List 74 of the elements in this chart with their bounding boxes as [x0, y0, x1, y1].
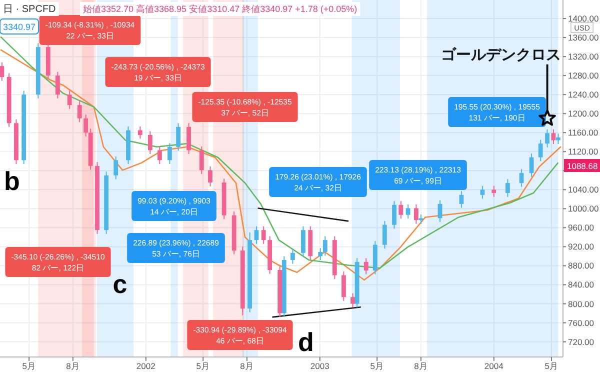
- x-tick-label: 8月: [414, 361, 428, 371]
- x-tick-label: 2003: [310, 361, 330, 371]
- x-tick-label: 5月: [370, 361, 384, 371]
- y-tick-label: 800.00: [568, 298, 594, 309]
- candlestick: [392, 200, 396, 230]
- candlestick: [545, 128, 550, 148]
- y-tick-label: 760.00: [568, 318, 594, 328]
- y-tick-label: 920.00: [568, 242, 594, 252]
- candlestick: [318, 248, 323, 261]
- candlestick: [84, 114, 88, 137]
- candlestick: [414, 204, 418, 224]
- y-tick-label: 1000.00: [568, 204, 599, 214]
- candlestick: [67, 90, 72, 110]
- y-tick-label: 1280.00: [568, 70, 599, 81]
- candlestick: [138, 126, 142, 140]
- candlestick: [186, 122, 191, 155]
- candlestick: [168, 142, 172, 164]
- candlestick: [529, 153, 534, 178]
- candlestick: [148, 130, 152, 155]
- y-tick-label: 1200.00: [568, 108, 599, 119]
- candlestick: [77, 100, 82, 123]
- candlestick: [551, 128, 556, 145]
- x-tick-label: 8月: [240, 361, 254, 371]
- y-tick-label: 720.00: [568, 336, 594, 347]
- y-tick-label: 840.00: [568, 280, 594, 290]
- annotation: 始値3352.70 高値3368.95 安値3310.47 終値3340.97 +1.78 (+0.05%): [83, 4, 358, 14]
- x-tick-label: 5月: [22, 361, 36, 371]
- annotation: d: [298, 327, 314, 357]
- candlestick: [199, 146, 204, 174]
- candlestick: [556, 133, 560, 145]
- x-tick-label: 5月: [196, 361, 210, 371]
- y-tick-label: 880.00: [568, 260, 594, 271]
- x-tick-label: 2004: [484, 361, 504, 371]
- candlestick: [364, 258, 368, 275]
- y-tick-label: 1160.00: [568, 128, 598, 138]
- candlestick: [406, 204, 410, 220]
- y-tick-label: 1400.00: [568, 14, 599, 24]
- candlestick: [382, 220, 387, 250]
- y-tick-label: 1120.00: [568, 146, 598, 157]
- candlestick: [459, 190, 464, 208]
- y-tick-label: 960.00: [568, 222, 594, 233]
- candlestick: [538, 139, 543, 162]
- candlestick: [492, 185, 496, 198]
- candlestick: [114, 156, 118, 180]
- y-tick-label: 1360.00: [568, 32, 599, 43]
- annotation: 3340.97: [3, 22, 36, 32]
- candlestick: [480, 185, 485, 200]
- candlestick: [350, 292, 355, 308]
- annotation: 日 · SPCFD: [3, 4, 56, 15]
- y-tick-label: 1040.00: [568, 184, 599, 195]
- x-tick-label: 2002: [136, 361, 156, 371]
- candlestick: [254, 226, 259, 244]
- x-tick-label: 5月: [544, 361, 558, 371]
- candlestick: [506, 178, 510, 198]
- text: 1088.68: [567, 161, 598, 171]
- candlestick: [300, 226, 306, 258]
- candlestick: [398, 200, 404, 220]
- candlestick: [208, 166, 212, 187]
- x-tick-label: 8月: [66, 361, 80, 371]
- y-tick-label: 1240.00: [568, 90, 599, 100]
- candlestick: [519, 168, 524, 188]
- candlestick: [322, 236, 328, 256]
- y-tick-label: 1320.00: [568, 52, 599, 62]
- candlestick: [418, 214, 424, 224]
- annotation: c: [112, 269, 128, 299]
- candlestick: [55, 71, 60, 99]
- candlestick: [0, 62, 4, 82]
- candlestick: [176, 122, 180, 152]
- annotation: b: [4, 166, 20, 196]
- candlestick: [261, 226, 266, 244]
- candlestick: [342, 270, 346, 302]
- candlestick: [290, 248, 295, 264]
- annotation: ゴールデンクロス: [441, 46, 561, 64]
- candlestick: [158, 146, 162, 164]
